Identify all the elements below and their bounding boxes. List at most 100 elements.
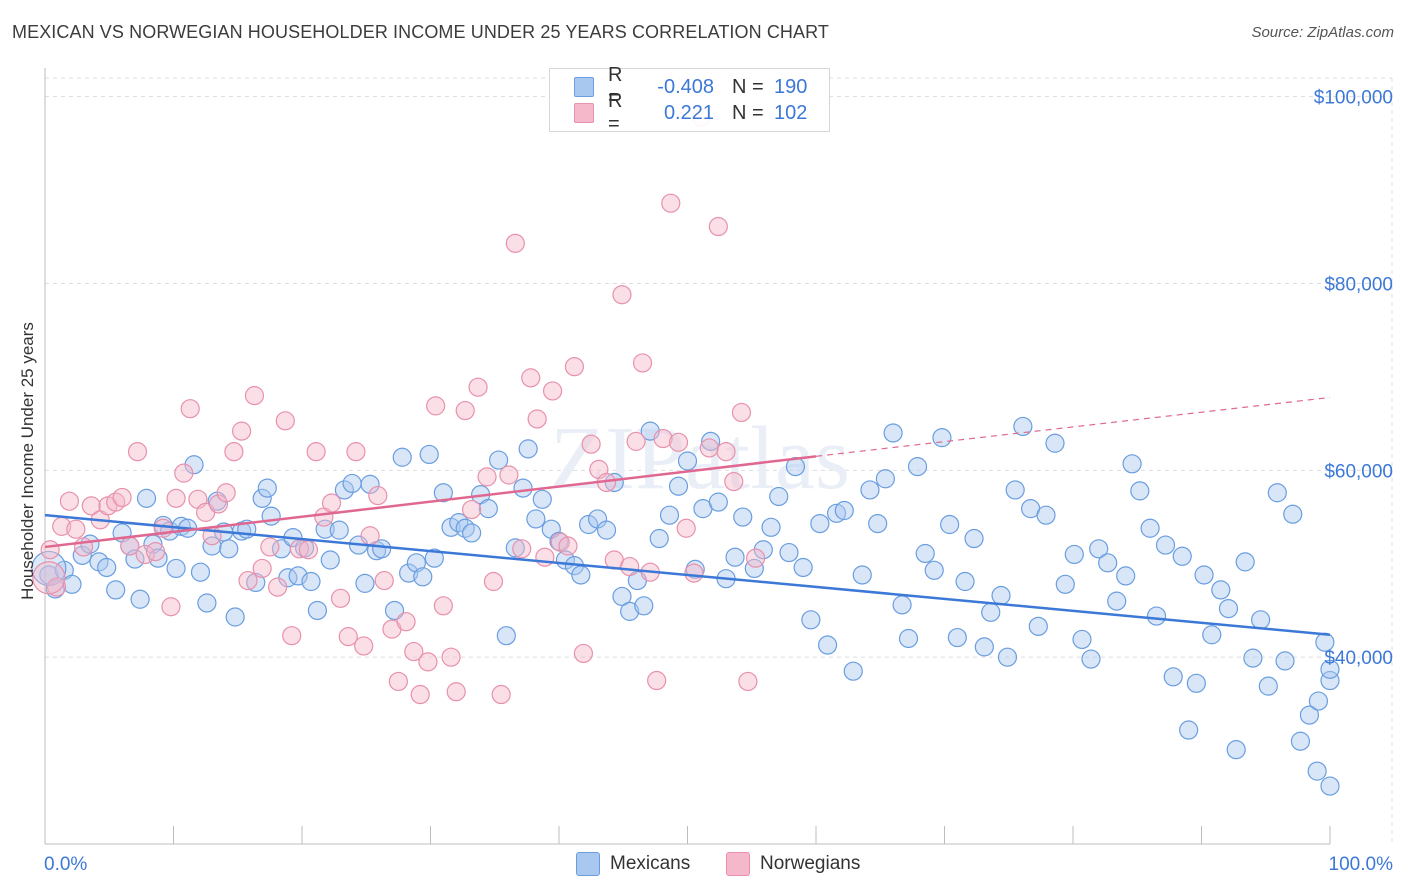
norwegians-point	[368, 485, 388, 506]
y-tick-label: $60,000	[1324, 461, 1393, 482]
mexicans-point	[834, 500, 854, 521]
mexicans-point	[526, 509, 546, 529]
norwegians-point	[527, 409, 547, 429]
norwegians-point	[224, 442, 244, 462]
mexicans-point-large	[31, 550, 67, 587]
mexicans-point	[571, 565, 591, 585]
mexicans-point	[779, 542, 799, 563]
mexicans-point	[875, 469, 895, 489]
mexicans-point	[541, 519, 561, 539]
n-label: N =	[732, 101, 764, 124]
norwegians-point	[232, 421, 252, 441]
mexicans-point	[252, 488, 272, 508]
source-label: Source: ZipAtlas.com	[1251, 24, 1394, 41]
mexicans-point	[1308, 691, 1329, 711]
mexicans-point	[334, 480, 355, 500]
mexicans-point	[1122, 454, 1142, 474]
mexicans-point	[1036, 505, 1056, 525]
norwegians-point	[404, 641, 424, 662]
r-value: 0.221	[663, 101, 714, 124]
x-tick-labels: 0.0% 100.0%	[44, 854, 1393, 875]
norwegians-point	[396, 612, 416, 632]
norwegians-point	[81, 496, 101, 516]
mexicans-point	[307, 600, 328, 621]
norwegians-point	[647, 670, 667, 691]
mexicans-point	[940, 514, 960, 535]
norwegians-point	[564, 357, 585, 377]
n-label: N =	[732, 75, 764, 98]
norwegians-point	[708, 216, 728, 237]
legend-item-mexicans[interactable]: Mexicans	[576, 852, 690, 876]
norwegians-point	[360, 526, 380, 546]
mexicans-swatch	[574, 77, 594, 97]
norwegians-trend-line	[44, 455, 817, 549]
mexicans-point	[329, 520, 349, 540]
mexicans-point	[997, 647, 1018, 667]
norwegians-point	[483, 571, 504, 592]
r-label: R =	[608, 90, 623, 135]
mexicans-point	[342, 473, 362, 494]
mexicans-point	[413, 567, 433, 587]
mexicans-point	[991, 585, 1011, 606]
norwegians-point	[558, 536, 578, 556]
mexicans-point	[907, 457, 928, 477]
mexicans-point	[462, 523, 482, 543]
mexicans-point	[424, 548, 444, 568]
mexicans-point	[659, 505, 680, 525]
mexicans-point	[826, 503, 847, 523]
mexicans-point	[355, 573, 375, 593]
mexicans-point	[219, 539, 239, 559]
mexicans-point	[1218, 598, 1239, 619]
norwegians-point	[267, 577, 288, 597]
mexicans-point	[761, 517, 781, 537]
norwegians-point	[174, 463, 194, 483]
mexicans-point	[1013, 416, 1033, 437]
norwegians-point	[166, 488, 186, 508]
mexicans-point	[478, 499, 498, 519]
norwegians-point	[298, 540, 319, 560]
legend-item-norwegians[interactable]: Norwegians	[726, 852, 860, 876]
mexicans-point	[372, 539, 392, 559]
mexicans-point	[166, 558, 186, 579]
norwegians-point	[418, 652, 438, 672]
norwegians-point	[468, 377, 488, 397]
mexicans-point	[1081, 649, 1101, 669]
mexicans-point	[136, 488, 157, 508]
norwegians-point	[505, 233, 525, 253]
mexicans-point	[384, 600, 405, 621]
mexicans-point	[130, 589, 150, 609]
norwegians-point-large	[32, 561, 66, 595]
norwegians-point	[330, 588, 351, 608]
mexicans-point	[433, 483, 453, 503]
mexicans-point	[320, 550, 340, 570]
mexicans-point	[634, 596, 654, 616]
mexicans-point	[301, 571, 321, 592]
mexicans-point	[1307, 761, 1327, 781]
mexicans-point	[1283, 504, 1303, 524]
norwegians-point	[433, 596, 453, 616]
mexicans-point	[1202, 625, 1222, 645]
mexicans-point	[1211, 580, 1231, 600]
norwegians-point	[632, 353, 653, 373]
mexicans-point	[39, 565, 59, 585]
trend-lines	[44, 396, 1331, 636]
mexicans-point	[1140, 518, 1160, 538]
norwegians-point	[410, 684, 430, 705]
norwegians-point	[306, 442, 326, 462]
mexicans-point	[1299, 705, 1320, 725]
mexicans-point	[964, 528, 984, 549]
norwegians-points	[32, 107, 766, 705]
norwegians-point	[684, 563, 704, 583]
norwegians-point	[499, 465, 519, 485]
mexicans-point	[955, 571, 975, 592]
norwegians-point	[653, 428, 673, 449]
mexicans-point	[1130, 481, 1150, 501]
mexicans-point	[246, 572, 266, 593]
norwegians-point	[426, 396, 446, 416]
norwegians-point	[354, 636, 374, 656]
mexicans-point	[725, 547, 745, 567]
mexicans-point	[677, 451, 698, 471]
mexicans-point	[793, 557, 813, 578]
mexicans-point	[733, 507, 753, 527]
norwegians-point	[244, 386, 265, 406]
